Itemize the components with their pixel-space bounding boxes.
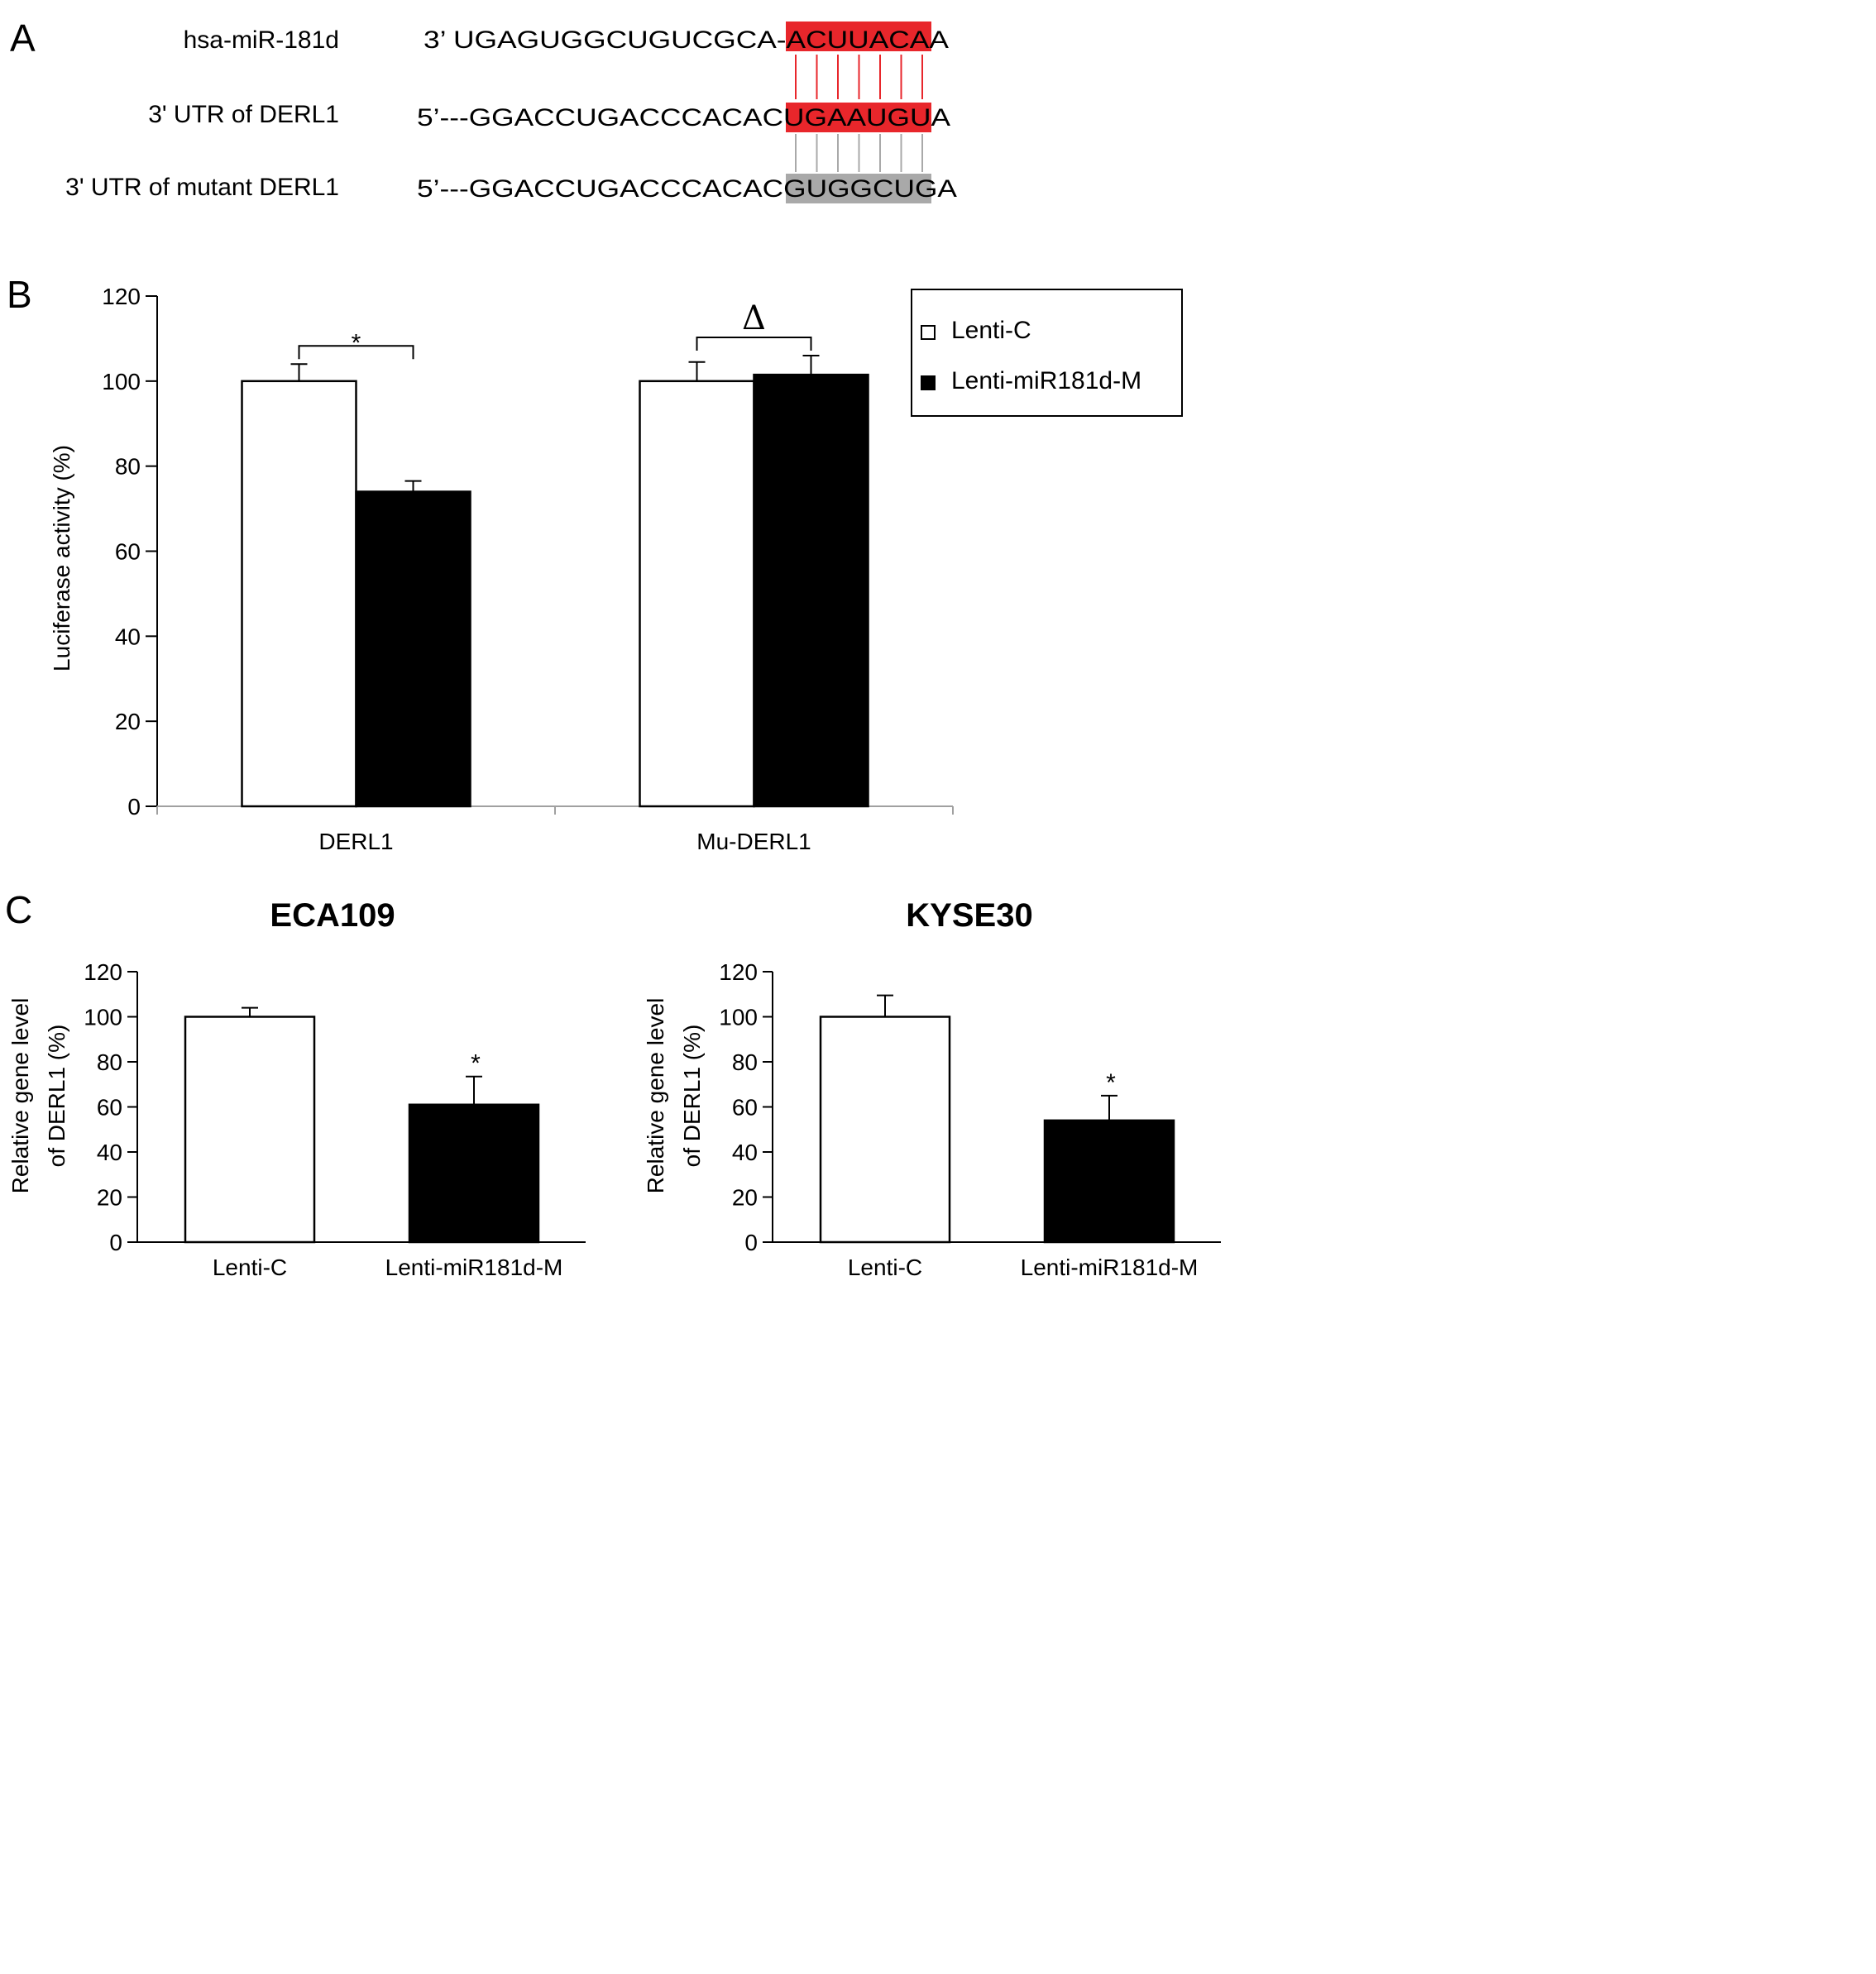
- significance-bracket-mu-derl1: [696, 336, 812, 351]
- significance-marker-derl1: *: [352, 329, 361, 356]
- seed-highlight-derl1: [786, 103, 931, 132]
- significance-bracket-derl1: [298, 345, 414, 360]
- row-label-mutant: 3' UTR of mutant DERL1: [65, 174, 339, 201]
- pairing-lines-top: [795, 55, 923, 99]
- y-tick-label-c2-100: 100: [719, 1005, 758, 1030]
- panel-letter-b: B: [7, 273, 32, 316]
- bar-c1-lenti-c: [184, 1016, 316, 1244]
- chart-b: 0 20 40 60 80 100 120 DERL1 * Mu-DERL1 Δ: [102, 284, 954, 854]
- y-tick-label-c2-60: 60: [732, 1095, 758, 1121]
- panel-b: B Luciferase activity (%) 0 20 40 60 80 100 12…: [7, 273, 1183, 854]
- y-tick-label-c2-0: 0: [744, 1230, 758, 1255]
- y-tick-label-b-120: 120: [102, 284, 141, 309]
- y-tick-label-b-60: 60: [115, 539, 141, 565]
- x-tick-label-c2-lenti-c: Lenti-C: [848, 1255, 922, 1280]
- y-tick-label-b-0: 0: [127, 794, 141, 820]
- y-tick-label-c2-40: 40: [732, 1140, 758, 1165]
- bar-c2-lenti-mir181d-m: [1043, 1119, 1175, 1244]
- sequence-mutant: 5’---GGACCUGACCCACAC GUGGCUG A: [417, 175, 957, 203]
- y-tick-label-c2-80: 80: [732, 1049, 758, 1075]
- significance-marker-mu-derl1: Δ: [742, 299, 766, 337]
- sequence-mirna-suffix: A: [929, 26, 949, 54]
- sequence-mutant-site: GUGGCUG: [783, 175, 937, 203]
- y-tick-label-b-100: 100: [102, 369, 141, 394]
- x-tick-label-mu-derl1: Mu-DERL1: [696, 829, 811, 854]
- sequence-mirna: 3’ UGAGUGGCUGUCGCA- ACUUACA A: [424, 26, 949, 54]
- panel-letter-a: A: [10, 17, 36, 60]
- panel-letter-c: C: [5, 888, 32, 931]
- sequence-derl1-prefix: 5’---GGACCUGACCCACAC: [417, 104, 783, 131]
- y-tick-label-b-40: 40: [115, 624, 141, 649]
- y-tick-label-c2-20: 20: [732, 1185, 758, 1211]
- y-tick-label-c1-100: 100: [84, 1005, 122, 1030]
- y-tick-label-c1-0: 0: [109, 1230, 122, 1255]
- sequence-mutant-suffix: A: [937, 175, 957, 203]
- bar-mu-derl1-lenti-c: [639, 380, 755, 808]
- chart-c2: 0 20 40 60 80 100 120 Lenti-C Lenti-miR181d-M *: [719, 959, 1221, 1280]
- x-tick-label-c1-lenti-mir181d-m: Lenti-miR181d-M: [385, 1255, 563, 1280]
- y-tick-label-b-80: 80: [115, 454, 141, 480]
- legend-box: [911, 289, 1183, 417]
- y-tick-label-c2-120: 120: [719, 959, 758, 985]
- bar-mu-derl1-lenti-mir181d-m: [753, 373, 869, 808]
- panel-c: C ECA109 Relative gene level of DERL1 (%…: [5, 888, 1221, 1280]
- sequence-mirna-prefix: 3’ UGAGUGGCUGUCGCA-: [424, 26, 787, 54]
- legend-swatch-lenti-mir181d-m: [921, 375, 936, 390]
- sequence-derl1-site: UGAAUGU: [783, 104, 931, 131]
- x-tick-label-c2-lenti-mir181d-m: Lenti-miR181d-M: [1021, 1255, 1199, 1280]
- sequence-mirna-site: ACUUACA: [787, 26, 930, 54]
- y-tick-label-c1-40: 40: [97, 1140, 122, 1165]
- x-tick-label-c1-lenti-c: Lenti-C: [213, 1255, 287, 1280]
- legend-b: Lenti-C Lenti-miR181d-M: [911, 289, 1183, 417]
- figure: A hsa-miR-181d 3’ UGAGUGGCUGUCGCA- ACUUAC…: [5, 17, 1221, 1280]
- y-axis-label-c1-line2: of DERL1 (%): [44, 1025, 69, 1168]
- y-tick-label-c1-60: 60: [97, 1095, 122, 1121]
- pairing-lines-bottom: [795, 134, 923, 172]
- significance-marker-c1-lenti-mir181d-m: *: [471, 1050, 481, 1078]
- bar-derl1-lenti-mir181d-m: [355, 490, 471, 808]
- chart-title-kyse30: KYSE30: [906, 897, 1032, 934]
- y-tick-label-c1-20: 20: [97, 1185, 122, 1211]
- legend-label-lenti-mir181d-m: Lenti-miR181d-M: [951, 367, 1141, 394]
- y-tick-label-c1-120: 120: [84, 959, 122, 985]
- significance-marker-c2-lenti-mir181d-m: *: [1106, 1069, 1116, 1097]
- chart-c1: 0 20 40 60 80 100 120 Lenti-C Lenti-miR181d-M *: [84, 959, 586, 1280]
- y-axis-label-b: Luciferase activity (%): [49, 445, 74, 672]
- row-label-derl1: 3' UTR of DERL1: [148, 101, 339, 128]
- sequence-derl1-suffix: A: [931, 104, 950, 131]
- chart-title-eca109: ECA109: [270, 897, 395, 934]
- legend-label-lenti-c: Lenti-C: [951, 317, 1031, 344]
- sequence-derl1: 5’---GGACCUGACCCACAC UGAAUGU A: [417, 104, 950, 131]
- y-axis-label-c1-line1: Relative gene level: [7, 998, 33, 1194]
- panel-a: A hsa-miR-181d 3’ UGAGUGGCUGUCGCA- ACUUAC…: [10, 17, 957, 203]
- y-tick-label-c1-80: 80: [97, 1049, 122, 1075]
- legend-swatch-lenti-c: [921, 325, 936, 340]
- bar-c1-lenti-mir181d-m: [408, 1103, 540, 1244]
- y-axis-label-c2-line1: Relative gene level: [643, 998, 668, 1194]
- y-axis-label-c2-line2: of DERL1 (%): [679, 1025, 705, 1168]
- x-tick-label-derl1: DERL1: [318, 829, 393, 854]
- y-tick-label-b-20: 20: [115, 709, 141, 734]
- row-label-mirna: hsa-miR-181d: [184, 26, 339, 54]
- sequence-mutant-prefix: 5’---GGACCUGACCCACAC: [417, 175, 783, 203]
- bar-c2-lenti-c: [819, 1016, 951, 1244]
- seed-highlight-mirna: [786, 22, 931, 51]
- seed-highlight-mutant: [786, 174, 931, 203]
- bar-derl1-lenti-c: [241, 380, 357, 808]
